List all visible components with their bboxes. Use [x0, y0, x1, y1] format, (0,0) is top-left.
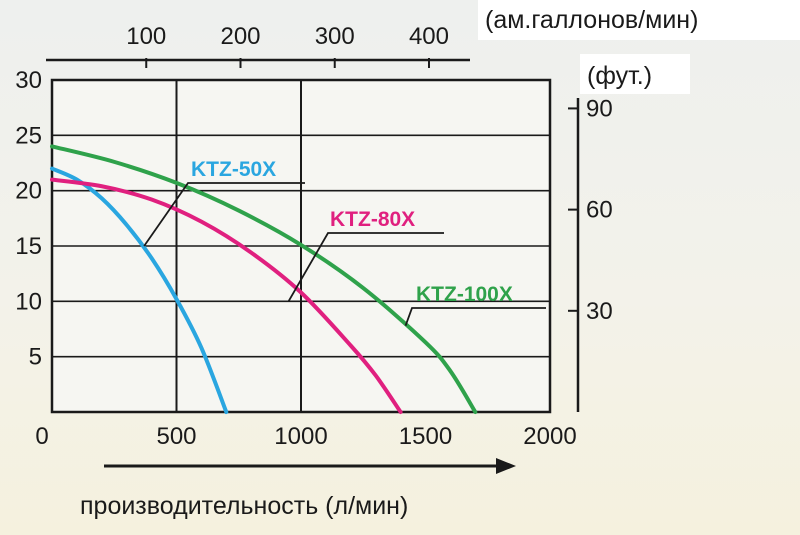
- bottom-axis-tick-label: 1000: [274, 423, 327, 450]
- right-unit-background: [580, 54, 690, 94]
- top-axis-unit: (ам.галлонов/мин): [485, 6, 698, 34]
- right-axis-unit: (фут.): [587, 62, 652, 90]
- series-label-ktz-50x: KTZ-50X: [191, 158, 276, 181]
- series-label-ktz-100x: KTZ-100X: [416, 283, 513, 306]
- series-line-ktz-80x: [50, 177, 403, 414]
- right-axis-tick-label: 90: [586, 95, 613, 122]
- leader-line: [404, 307, 546, 326]
- bottom-axis-tick-label: 1500: [399, 423, 452, 450]
- top-axis-tick-label: 100: [126, 23, 166, 50]
- series-lines: [50, 144, 478, 414]
- left-axis-tick-label: 25: [15, 122, 42, 149]
- x-direction-arrowhead: [496, 458, 516, 474]
- right-axis-tick-label: 60: [586, 197, 613, 224]
- left-axis-tick-label: 20: [15, 178, 42, 205]
- grid: [50, 78, 552, 414]
- series-labels: KTZ-50X KTZ-80X KTZ-100X: [143, 158, 546, 326]
- bottom-axis-tick-label: 500: [156, 423, 196, 450]
- series-line-ktz-100x: [50, 144, 478, 414]
- series-label-ktz-80x: KTZ-80X: [330, 208, 415, 231]
- top-unit-background: [478, 0, 800, 40]
- left-axis-tick-label: 10: [15, 288, 42, 315]
- bottom-axis-tick-label: 2000: [523, 423, 576, 450]
- left-axis-tick-label: 30: [15, 67, 42, 94]
- top-axis-tick-label: 400: [409, 23, 449, 50]
- x-axis-title: производительность (л/мин): [80, 492, 408, 520]
- leader-line: [287, 232, 444, 302]
- top-axis-tick-label: 300: [315, 23, 355, 50]
- left-axis-tick-label: 15: [15, 233, 42, 260]
- right-axis-tick-label: 30: [586, 298, 613, 325]
- leader-line: [143, 182, 305, 247]
- bottom-axis-tick-label: 0: [35, 423, 48, 450]
- left-axis-tick-label: 5: [29, 344, 42, 371]
- top-axis-tick-label: 200: [220, 23, 260, 50]
